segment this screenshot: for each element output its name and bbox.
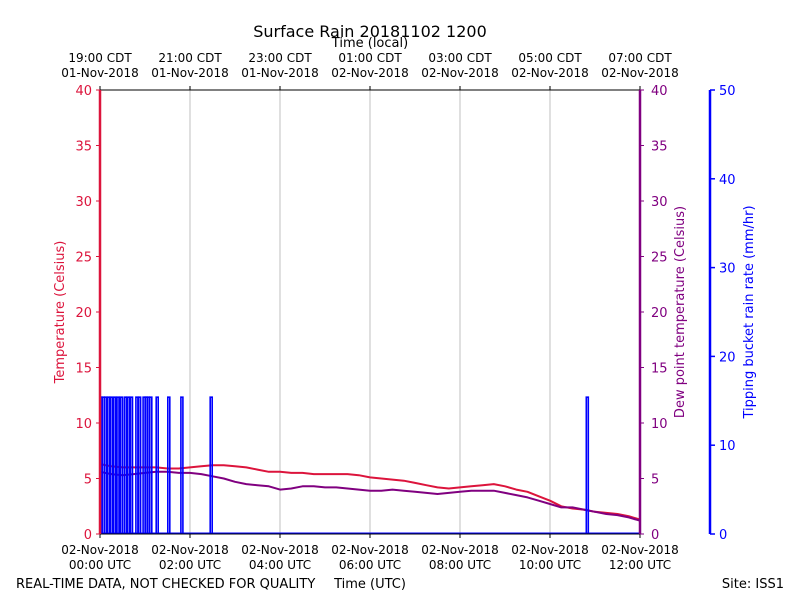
left-y-tick-label: 5 — [84, 473, 92, 488]
x-tick-label-local-date: 02-Nov-2018 — [421, 66, 499, 80]
x-tick-label-local-date: 01-Nov-2018 — [151, 66, 229, 80]
x-tick-label-local-time: 23:00 CDT — [248, 51, 312, 65]
dewpoint-y-tick-label: 30 — [651, 195, 668, 210]
left-axis-label: Temperature (Celsius) — [53, 241, 68, 385]
rain-y-tick-label: 0 — [719, 528, 727, 543]
dewpoint-y-tick-label: 10 — [651, 417, 668, 432]
rain-y-tick-label: 10 — [719, 439, 736, 454]
rain-rate-spike — [129, 396, 134, 534]
rain-rate-spike — [149, 396, 153, 534]
left-y-tick-label: 25 — [75, 251, 92, 266]
x-tick-label-local-date: 01-Nov-2018 — [241, 66, 319, 80]
rain-rate-spike — [119, 396, 123, 534]
rain-rate-spike — [137, 396, 142, 534]
x-tick-label-local-time: 01:00 CDT — [338, 51, 402, 65]
x-tick-label-utc-time: 02:00 UTC — [159, 558, 221, 572]
rain-y-tick-label: 50 — [719, 84, 736, 99]
rain-rate-spike — [180, 396, 184, 534]
x-tick-label-local-time: 03:00 CDT — [428, 51, 492, 65]
left-y-tick-label: 0 — [84, 528, 92, 543]
x-tick-label-local-date: 01-Nov-2018 — [61, 66, 139, 80]
x-tick-label-utc-time: 10:00 UTC — [519, 558, 581, 572]
rain-rate-spike — [209, 396, 213, 534]
x-tick-label-utc-date: 02-Nov-2018 — [241, 543, 319, 557]
x-tick-label-utc-time: 08:00 UTC — [429, 558, 491, 572]
x-tick-label-local-time: 05:00 CDT — [518, 51, 582, 65]
rain-rate-spike — [585, 396, 590, 534]
dewpoint-y-tick-label: 5 — [651, 473, 659, 488]
rain-y-tick-label: 40 — [719, 173, 736, 188]
x-tick-label-utc-date: 02-Nov-2018 — [601, 543, 679, 557]
left-y-tick-label: 20 — [75, 306, 92, 321]
x-tick-label-utc-time: 04:00 UTC — [249, 558, 311, 572]
dewpoint-y-tick-label: 35 — [651, 140, 668, 155]
x-tick-label-utc-date: 02-Nov-2018 — [61, 543, 139, 557]
left-y-tick-label: 40 — [75, 84, 92, 99]
x-tick-label-utc-time: 06:00 UTC — [339, 558, 401, 572]
top-axis-label: Time (local) — [331, 36, 408, 51]
x-tick-label-local-time: 07:00 CDT — [608, 51, 672, 65]
x-tick-label-local-date: 02-Nov-2018 — [601, 66, 679, 80]
x-tick-label-local-date: 02-Nov-2018 — [511, 66, 589, 80]
rain-rate-spike — [123, 396, 127, 534]
rain-rate-spike — [116, 396, 120, 534]
chart-title: Surface Rain 20181102 1200 — [253, 22, 487, 41]
series-lines — [99, 463, 641, 522]
rain-rate-spike — [146, 396, 150, 534]
dewpoint-y-tick-label: 40 — [651, 84, 668, 99]
x-tick-label-utc-date: 02-Nov-2018 — [421, 543, 499, 557]
left-y-tick-label: 35 — [75, 140, 92, 155]
rain-rate-spike — [167, 396, 171, 534]
rain-rate-spike — [135, 396, 139, 534]
rain-y-tick-label: 20 — [719, 350, 736, 365]
x-tick-label-utc-date: 02-Nov-2018 — [511, 543, 589, 557]
site-label: Site: ISS1 — [722, 577, 784, 592]
rain-axis-label: Tipping bucket rain rate (mm/hr) — [742, 205, 757, 419]
x-tick-label-utc-date: 02-Nov-2018 — [331, 543, 409, 557]
dewpoint-y-tick-label: 0 — [651, 528, 659, 543]
dewpoint-y-tick-label: 15 — [651, 362, 668, 377]
quality-disclaimer: REAL-TIME DATA, NOT CHECKED FOR QUALITY — [16, 577, 315, 592]
dewpoint-axis-label: Dew point temperature (Celsius) — [673, 206, 688, 418]
x-tick-label-utc-time: 00:00 UTC — [69, 558, 131, 572]
dewpoint-y-tick-label: 20 — [651, 306, 668, 321]
dewpoint-y-tick-label: 25 — [651, 251, 668, 266]
x-tick-label-local-date: 02-Nov-2018 — [331, 66, 409, 80]
left-y-tick-label: 30 — [75, 195, 92, 210]
rain-rate-spike — [126, 396, 131, 534]
x-tick-label-local-time: 19:00 CDT — [68, 51, 132, 65]
left-y-tick-label: 10 — [75, 417, 92, 432]
x-tick-label-utc-date: 02-Nov-2018 — [151, 543, 229, 557]
rain-y-tick-label: 30 — [719, 262, 736, 277]
x-tick-label-local-time: 21:00 CDT — [158, 51, 222, 65]
rain-rate-spike — [155, 396, 159, 534]
temperature-line — [99, 463, 641, 521]
left-y-tick-label: 15 — [75, 362, 92, 377]
dew-point-temperature-line — [99, 470, 641, 522]
x-axis-label: Time (UTC) — [333, 577, 406, 592]
rain-rate-spike — [113, 396, 117, 534]
x-tick-label-utc-time: 12:00 UTC — [609, 558, 671, 572]
rain-rate-spike — [109, 396, 114, 534]
